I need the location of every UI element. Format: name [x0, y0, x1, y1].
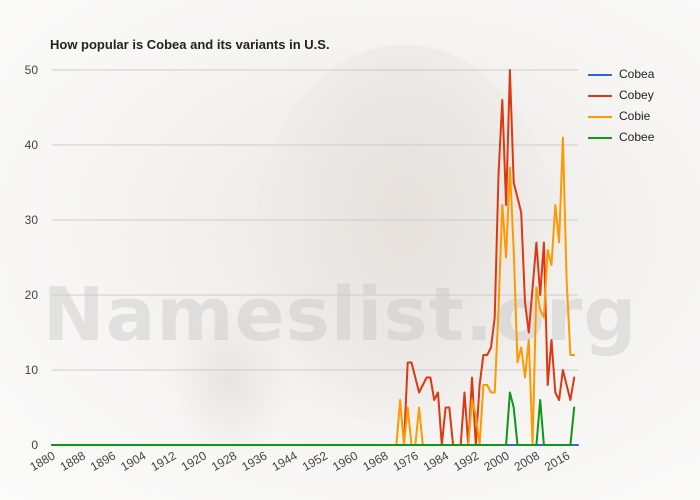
x-axis: 1880 1888 1896 1904 1912 1920 1928 1936 1944 1952… — [27, 448, 572, 474]
x-tick-label: 1992 — [451, 448, 481, 474]
x-tick-label: 1968 — [360, 448, 390, 474]
y-tick-label: 10 — [25, 363, 39, 377]
chart-grid — [52, 69, 578, 446]
legend-swatch — [588, 137, 612, 139]
x-tick-label: 1920 — [179, 448, 209, 474]
y-tick-label: 30 — [25, 213, 39, 227]
y-tick-label: 0 — [31, 438, 38, 452]
x-tick-label: 1896 — [88, 448, 118, 474]
x-tick-label: 2008 — [512, 448, 542, 474]
chart-title: How popular is Cobea and its variants in… — [50, 37, 330, 52]
series-lines — [51, 69, 579, 446]
x-tick-label: 1960 — [330, 448, 360, 474]
x-tick-label: 2016 — [542, 448, 572, 474]
y-tick-label: 20 — [25, 288, 39, 302]
x-tick-label: 2000 — [481, 448, 511, 474]
x-tick-label: 1904 — [118, 448, 148, 474]
legend-label: Cobey — [619, 88, 654, 102]
legend-label: Cobee — [619, 130, 655, 144]
background-hand — [170, 300, 290, 460]
legend-label: Cobie — [619, 109, 651, 123]
x-tick-label: 1952 — [300, 448, 330, 474]
y-tick-label: 40 — [25, 138, 39, 152]
legend-swatch — [588, 116, 612, 118]
x-tick-label: 1944 — [270, 448, 300, 474]
x-tick-label: 1888 — [58, 448, 88, 474]
x-tick-label: 1936 — [239, 448, 269, 474]
x-tick-label: 1912 — [148, 448, 178, 474]
x-tick-label: 1928 — [209, 448, 239, 474]
x-tick-label: 1976 — [391, 448, 421, 474]
legend-swatch — [588, 74, 612, 76]
legend-swatch — [588, 95, 612, 97]
series-line-cobie — [51, 136, 576, 446]
series-line-cobee — [51, 391, 576, 446]
y-tick-label: 50 — [25, 63, 39, 77]
legend-label: Cobea — [619, 67, 655, 81]
x-tick-label: 1984 — [421, 448, 451, 474]
x-tick-label: 1880 — [27, 448, 57, 474]
y-axis: 0 10 20 30 40 50 — [25, 63, 39, 452]
